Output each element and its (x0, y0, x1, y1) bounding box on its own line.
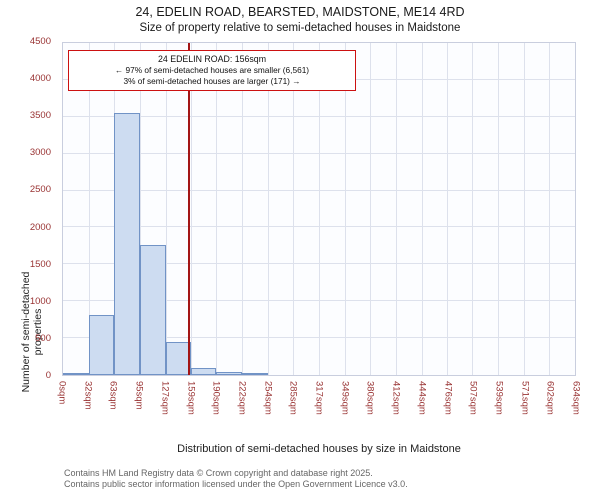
x-tick-label: 63sqm (107, 381, 119, 410)
x-tick-label: 127sqm (159, 381, 171, 415)
x-tick-label: 159sqm (185, 381, 197, 415)
histogram-bar (88, 314, 114, 375)
chart-subtitle: Size of property relative to semi-detach… (139, 22, 461, 34)
x-tick-label: 380sqm (364, 381, 376, 415)
y-tick-label: 2000 (29, 221, 51, 233)
x-tick-label: 539sqm (493, 381, 505, 415)
x-tick-label: 634sqm (570, 381, 582, 415)
y-tick-label: 1000 (29, 295, 51, 307)
histogram-bar (63, 373, 89, 375)
histogram-bar (165, 341, 192, 375)
x-tick-label: 0sqm (56, 381, 68, 405)
x-tick-label: 190sqm (210, 381, 222, 415)
y-tick-label: 2500 (29, 184, 51, 196)
histogram-bar (216, 371, 243, 375)
x-tick-label: 254sqm (262, 381, 274, 415)
y-tick-label: 3500 (29, 110, 51, 122)
attribution-line-1: Contains HM Land Registry data © Crown c… (64, 468, 373, 478)
x-tick-label: 507sqm (467, 381, 479, 415)
annotation-smaller-stat: ← 97% of semi-detached houses are smalle… (114, 65, 310, 75)
property-size-marker-line (187, 43, 190, 375)
y-tick-label: 0 (45, 370, 51, 381)
annotation-property-label: 24 EDELIN ROAD: 156sqm (157, 54, 267, 64)
attribution-line-2: Contains public sector information licen… (64, 479, 408, 490)
x-tick-label: 317sqm (313, 381, 325, 415)
x-tick-label: 222sqm (236, 381, 248, 415)
x-tick-label: 95sqm (133, 381, 145, 410)
annotation-larger-stat: 3% of semi-detached houses are larger (1… (123, 75, 301, 86)
y-tick-label: 500 (35, 332, 51, 344)
y-tick-label: 4500 (29, 36, 51, 47)
x-tick-label: 412sqm (390, 381, 402, 415)
histogram-bar (191, 368, 217, 375)
x-tick-label: 32sqm (82, 381, 94, 410)
plot-area: 24 EDELIN ROAD: 156sqm ← 97% of semi-det… (62, 42, 576, 376)
x-tick-label: 602sqm (544, 381, 556, 415)
x-tick-label: 476sqm (442, 381, 454, 415)
chart-title: 24, EDELIN ROAD, BEARSTED, MAIDSTONE, ME… (135, 5, 465, 19)
y-tick-label: 1500 (29, 258, 51, 270)
histogram-bar (113, 113, 140, 375)
histogram-bar (139, 245, 166, 375)
x-tick-label: 285sqm (287, 381, 299, 415)
x-axis-title: Distribution of semi-detached houses by … (177, 443, 461, 455)
annotation-box: 24 EDELIN ROAD: 156sqm ← 97% of semi-det… (68, 50, 356, 91)
x-tick-label: 444sqm (416, 381, 428, 415)
y-tick-label: 4000 (29, 73, 51, 85)
y-tick-label: 3000 (29, 147, 51, 159)
attribution-footer: Contains HM Land Registry data © Crown c… (64, 468, 408, 491)
y-axis-tick-labels: 0 500 1000 1500 2000 2500 3000 3500 4000 4500 (0, 36, 56, 381)
histogram-bar (242, 373, 269, 375)
x-tick-label: 571sqm (519, 381, 531, 415)
x-axis-tick-labels: 0sqm 32sqm 63sqm 95sqm 127sqm 159sqm 190sqm 222… (57, 379, 582, 437)
x-tick-label: 349sqm (339, 381, 351, 415)
